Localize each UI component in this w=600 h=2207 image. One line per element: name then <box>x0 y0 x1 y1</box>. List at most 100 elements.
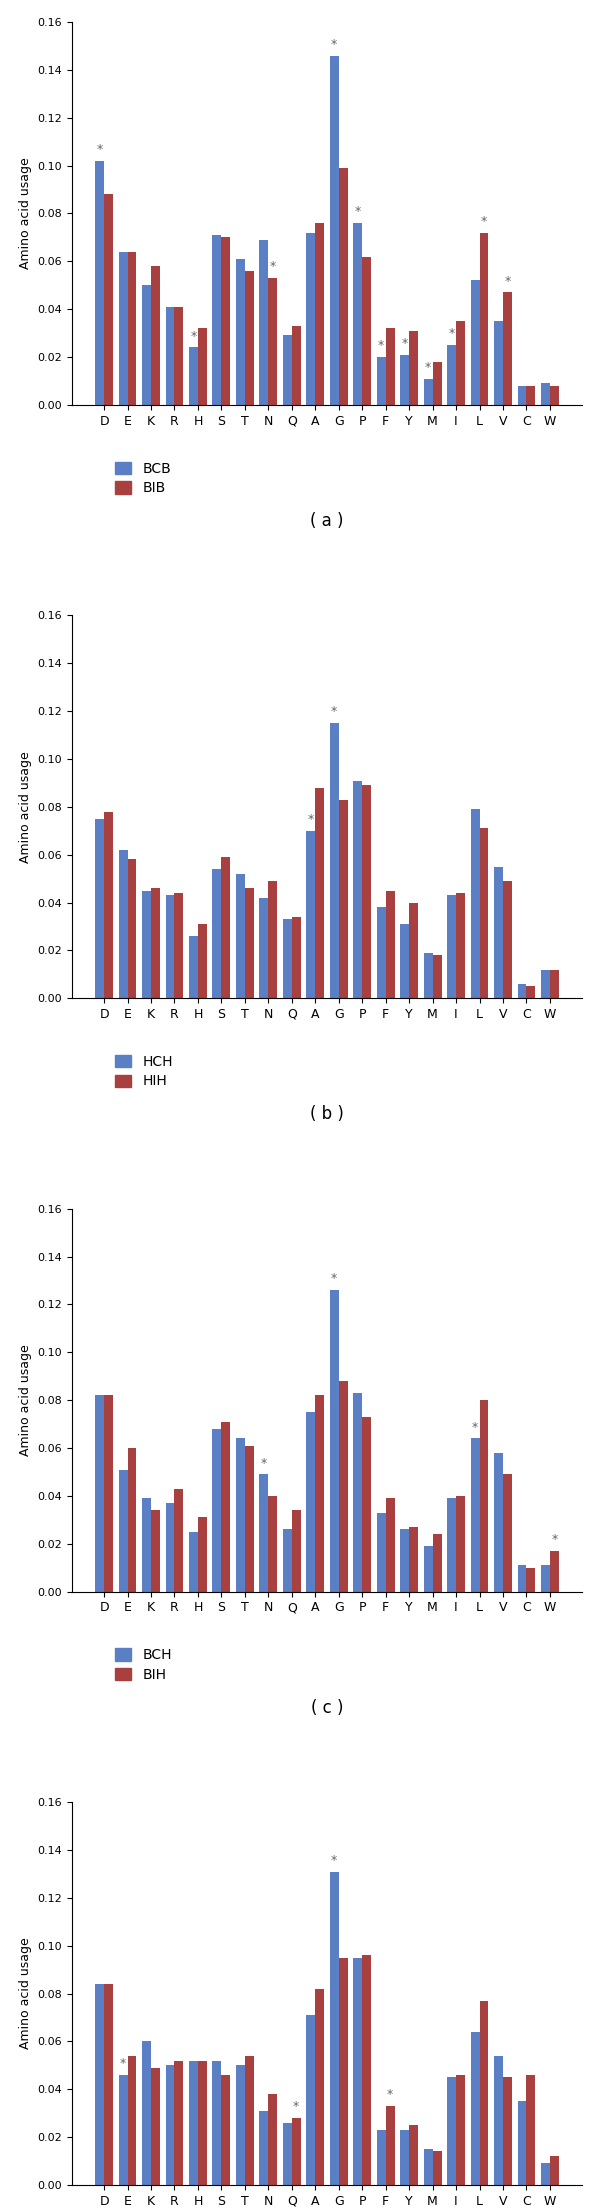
Bar <box>377 2130 386 2185</box>
Bar <box>221 238 230 404</box>
Bar <box>330 1291 339 1591</box>
Bar <box>259 2110 268 2185</box>
Text: *: * <box>481 214 487 227</box>
Bar <box>503 1474 512 1591</box>
Bar <box>456 894 465 998</box>
Bar <box>447 2077 456 2185</box>
Text: *: * <box>387 2088 393 2101</box>
Bar <box>526 2075 535 2185</box>
Bar <box>166 896 175 998</box>
Bar <box>377 907 386 998</box>
Bar <box>175 894 184 998</box>
Text: *: * <box>331 1271 337 1284</box>
Bar <box>283 1529 292 1591</box>
Bar <box>268 2094 277 2185</box>
Bar <box>119 850 128 998</box>
Text: *: * <box>331 706 337 717</box>
Text: ( c ): ( c ) <box>311 1699 343 1717</box>
Bar <box>362 1417 371 1591</box>
Bar <box>526 1567 535 1591</box>
Text: ( b ): ( b ) <box>310 1106 344 1123</box>
Text: *: * <box>190 329 197 342</box>
Bar <box>447 1499 456 1591</box>
Bar <box>212 2061 221 2185</box>
Bar <box>339 1382 347 1591</box>
Bar <box>245 271 254 404</box>
Bar <box>479 2002 488 2185</box>
Legend: BCB, BIB: BCB, BIB <box>115 461 171 494</box>
Bar <box>550 2156 559 2185</box>
Bar <box>128 859 136 998</box>
Bar <box>307 232 315 404</box>
Bar <box>166 1503 175 1591</box>
Bar <box>128 252 136 404</box>
Bar <box>424 1547 433 1591</box>
Text: *: * <box>120 2057 126 2070</box>
Bar <box>119 2075 128 2185</box>
Bar <box>142 892 151 998</box>
Bar <box>400 355 409 404</box>
Text: *: * <box>331 38 337 51</box>
Text: *: * <box>505 274 511 287</box>
Bar <box>518 386 526 404</box>
Bar <box>292 1510 301 1591</box>
Bar <box>433 362 442 404</box>
Bar <box>470 1439 479 1591</box>
Bar <box>283 920 292 998</box>
Bar <box>339 168 347 404</box>
Bar <box>541 2163 550 2185</box>
Bar <box>236 258 245 404</box>
Bar <box>424 953 433 998</box>
Legend: BCH, BIH: BCH, BIH <box>115 1649 172 1682</box>
Bar <box>212 234 221 404</box>
Bar <box>353 1393 362 1591</box>
Bar <box>315 1395 324 1591</box>
Bar <box>95 161 104 404</box>
Bar <box>198 925 207 998</box>
Bar <box>339 799 347 998</box>
Bar <box>353 781 362 998</box>
Bar <box>330 1872 339 2185</box>
Bar <box>175 2061 184 2185</box>
Bar <box>119 252 128 404</box>
Bar <box>104 1395 113 1591</box>
Bar <box>245 887 254 998</box>
Text: *: * <box>472 1421 478 1435</box>
Bar <box>470 810 479 998</box>
Bar <box>456 1496 465 1591</box>
Bar <box>259 898 268 998</box>
Bar <box>236 2066 245 2185</box>
Bar <box>189 2061 198 2185</box>
Bar <box>409 331 418 404</box>
Bar <box>330 724 339 998</box>
Bar <box>166 2066 175 2185</box>
Bar <box>175 1490 184 1591</box>
Bar <box>424 380 433 404</box>
Bar <box>518 2101 526 2185</box>
Bar <box>339 1958 347 2185</box>
Bar <box>221 2075 230 2185</box>
Bar <box>353 223 362 404</box>
Bar <box>268 1496 277 1591</box>
Text: *: * <box>261 1457 267 1470</box>
Bar <box>518 984 526 998</box>
Bar <box>292 327 301 404</box>
Text: *: * <box>355 205 361 218</box>
Bar <box>447 896 456 998</box>
Bar <box>353 1958 362 2185</box>
Bar <box>433 1534 442 1591</box>
Bar <box>377 1512 386 1591</box>
Bar <box>433 956 442 998</box>
Bar <box>128 2055 136 2185</box>
Bar <box>386 329 395 404</box>
Bar <box>151 267 160 404</box>
Bar <box>151 887 160 998</box>
Y-axis label: Amino acid usage: Amino acid usage <box>19 1938 32 2050</box>
Bar <box>433 2152 442 2185</box>
Bar <box>456 2075 465 2185</box>
Text: *: * <box>551 1534 557 1547</box>
Bar <box>386 1499 395 1591</box>
Text: *: * <box>401 338 408 351</box>
Bar <box>104 194 113 404</box>
Bar <box>268 881 277 998</box>
